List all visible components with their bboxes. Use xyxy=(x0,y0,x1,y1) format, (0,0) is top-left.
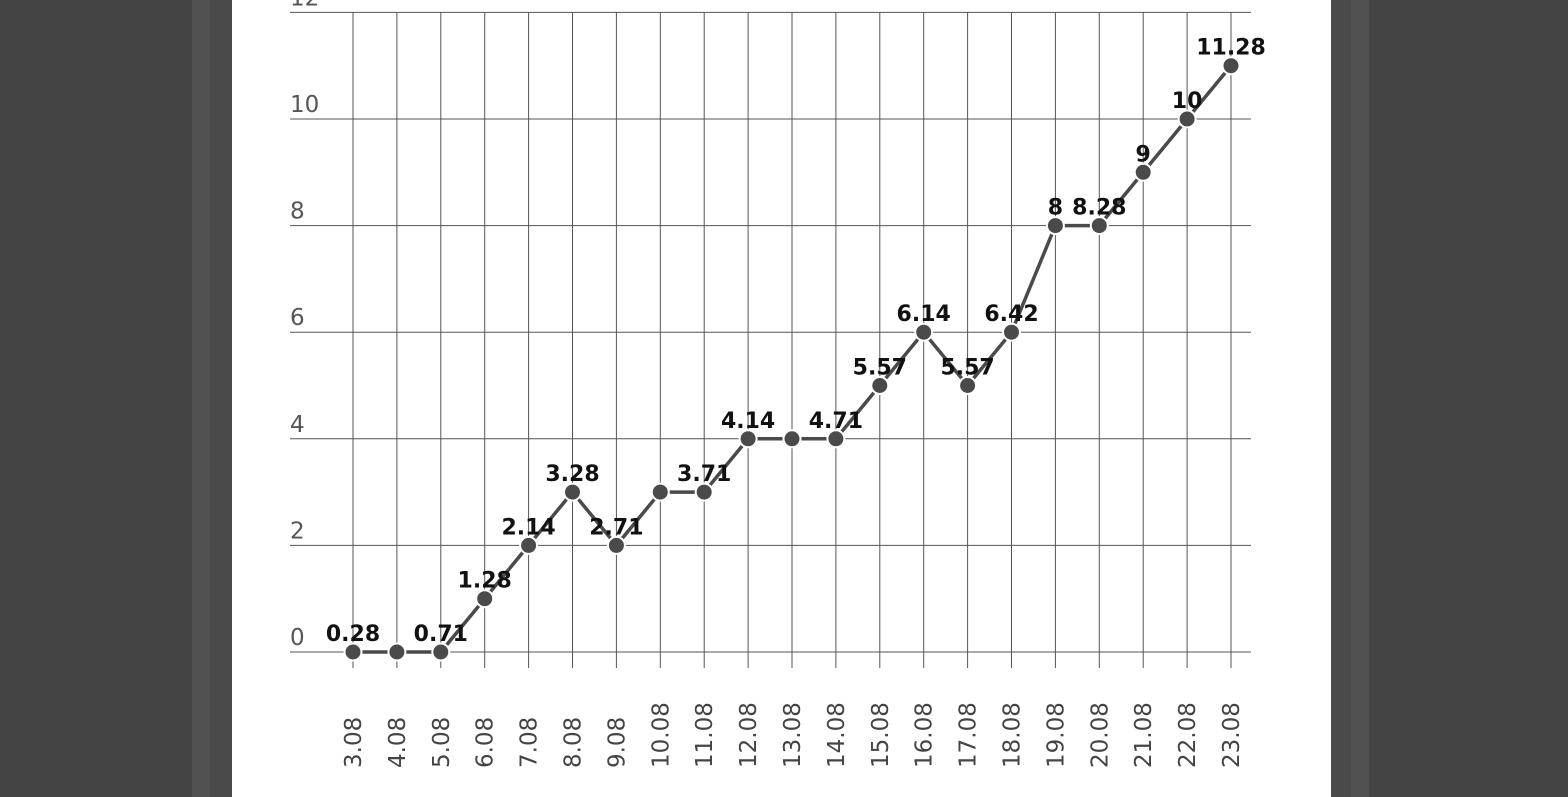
left-margin-bar-inner xyxy=(210,0,232,797)
y-tick-label: 2 xyxy=(290,518,305,544)
x-tick-label: 7.08 xyxy=(517,717,543,768)
data-label: 3.28 xyxy=(545,462,599,487)
data-label: 0.28 xyxy=(326,622,380,647)
line-chart: 0 2 4 6 8 10 12 3.08 4.08 5.08 6.08 7.08 8.08 9.08 10… xyxy=(290,0,1266,768)
data-point xyxy=(1045,216,1065,236)
data-point xyxy=(431,642,451,662)
x-tick-label: 10.08 xyxy=(648,702,674,768)
x-tick-label: 6.08 xyxy=(473,717,499,768)
x-tick-label: 16.08 xyxy=(912,702,938,768)
data-points xyxy=(343,56,1241,662)
y-tick-label: 12 xyxy=(290,0,319,11)
right-margin-bar xyxy=(1351,0,1369,797)
y-tick-label: 10 xyxy=(290,92,319,118)
data-point xyxy=(1221,56,1241,76)
data-label: 11.28 xyxy=(1196,36,1266,61)
x-tick-label: 13.08 xyxy=(780,702,806,768)
data-point xyxy=(1089,216,1109,236)
data-point xyxy=(475,589,495,609)
data-point xyxy=(738,429,758,449)
data-label: 5.57 xyxy=(940,356,994,381)
data-point xyxy=(650,482,670,502)
y-tick-label: 8 xyxy=(290,199,305,225)
x-tick-label: 4.08 xyxy=(385,717,411,768)
data-label: 2.71 xyxy=(589,515,643,540)
x-tick-label: 12.08 xyxy=(736,702,762,768)
x-tick-label: 3.08 xyxy=(341,717,367,768)
data-point xyxy=(914,322,934,342)
data-point xyxy=(606,535,626,555)
data-label: 2.14 xyxy=(501,515,555,540)
y-tick-label: 4 xyxy=(290,412,305,438)
x-tick-label: 11.08 xyxy=(692,702,718,768)
x-tick-label: 23.08 xyxy=(1219,702,1245,768)
x-axis-ticks: 3.08 4.08 5.08 6.08 7.08 8.08 9.08 10.08 11.08 12… xyxy=(341,702,1245,768)
data-label: 8 xyxy=(1048,196,1063,221)
data-label: 1.28 xyxy=(458,569,512,594)
x-tick-label: 18.08 xyxy=(1000,702,1026,768)
x-tick-label: 22.08 xyxy=(1175,702,1201,768)
x-tick-label: 17.08 xyxy=(956,702,982,768)
data-label: 6.14 xyxy=(897,302,951,327)
left-margin-bar xyxy=(192,0,210,797)
x-tick-label: 15.08 xyxy=(868,702,894,768)
data-point xyxy=(958,376,978,395)
y-tick-label: 6 xyxy=(290,305,305,331)
data-label: 0.71 xyxy=(414,622,468,647)
data-point xyxy=(1002,322,1021,342)
data-point xyxy=(694,482,714,502)
x-tick-label: 5.08 xyxy=(429,717,455,768)
x-tick-label: 21.08 xyxy=(1131,702,1157,768)
data-label: 8.28 xyxy=(1072,196,1126,221)
data-point xyxy=(519,535,539,555)
data-point xyxy=(870,376,890,395)
data-point xyxy=(782,429,802,449)
data-label: 4.71 xyxy=(809,409,863,434)
data-label: 6.42 xyxy=(984,302,1038,327)
data-label: 3.71 xyxy=(677,462,731,487)
data-label: 5.57 xyxy=(853,356,907,381)
data-point xyxy=(387,642,407,662)
grid xyxy=(290,11,1251,668)
right-margin-bar-inner xyxy=(1331,0,1351,797)
x-tick-label: 9.08 xyxy=(604,717,630,768)
y-tick-label: 0 xyxy=(290,625,305,651)
data-point xyxy=(1133,162,1153,182)
x-tick-label: 19.08 xyxy=(1043,702,1069,768)
data-point xyxy=(1177,109,1197,129)
x-tick-label: 14.08 xyxy=(824,702,850,768)
data-point xyxy=(563,482,582,502)
data-label: 10 xyxy=(1172,89,1203,114)
x-tick-label: 20.08 xyxy=(1087,702,1113,768)
chart-panel: 0 2 4 6 8 10 12 3.08 4.08 5.08 6.08 7.08 8.08 9.08 10… xyxy=(232,0,1331,797)
data-point xyxy=(343,642,363,662)
data-labels: 0.28 0.71 1.28 2.14 3.28 2.71 3.71 4.14 4.71 5.57… xyxy=(326,36,1266,647)
data-label: 4.14 xyxy=(721,409,775,434)
y-axis-ticks: 0 2 4 6 8 10 12 xyxy=(290,0,319,651)
data-label: 9 xyxy=(1136,142,1151,167)
x-tick-label: 8.08 xyxy=(561,717,587,768)
data-point xyxy=(826,429,846,449)
